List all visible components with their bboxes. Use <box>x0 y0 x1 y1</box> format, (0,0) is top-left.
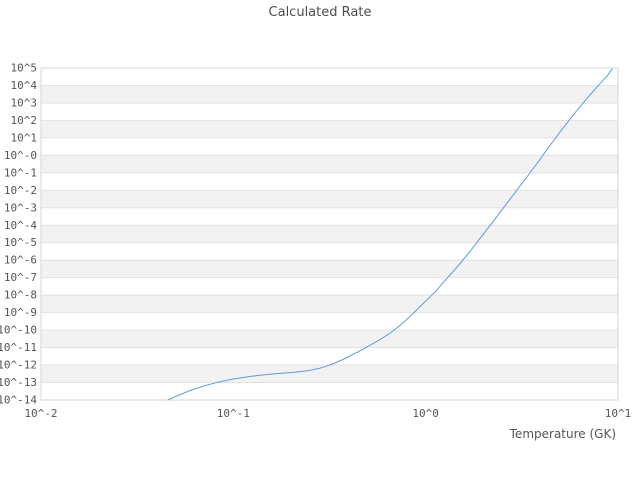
y-tick-label: 10^-2 <box>4 184 37 197</box>
y-tick-label: 10^-8 <box>4 289 37 302</box>
x-axis-title: Temperature (GK) <box>509 427 616 441</box>
y-tick-label: 10^-13 <box>0 376 37 389</box>
y-tick-label: 10^-0 <box>4 149 37 162</box>
y-tick-label: 10^5 <box>11 62 38 75</box>
decade-band <box>41 260 618 278</box>
decade-band <box>41 155 618 173</box>
y-tick-label: 10^-5 <box>4 236 37 249</box>
y-tick-label: 10^-14 <box>0 394 37 407</box>
y-tick-label: 10^-6 <box>4 254 37 267</box>
y-tick-label: 10^3 <box>11 96 38 109</box>
y-tick-label: 10^-7 <box>4 271 37 284</box>
x-tick-label: 10^0 <box>412 407 439 420</box>
x-tick-label: 10^-1 <box>217 407 250 420</box>
x-tick-label: 10^-2 <box>24 407 57 420</box>
y-tick-label: 10^-3 <box>4 201 37 214</box>
decade-band <box>41 120 618 138</box>
background-bands <box>41 85 618 383</box>
decade-band <box>41 85 618 103</box>
decade-band <box>41 295 618 313</box>
y-tick-label: 10^-12 <box>0 359 37 372</box>
y-tick-label: 10^-9 <box>4 306 37 319</box>
y-tick-label: 10^-10 <box>0 324 37 337</box>
y-axis-tick-labels: 10^5 10^4 10^3 10^2 10^1 10^-0 10^-1 10^-2 10^-3… <box>0 62 37 407</box>
y-tick-label: 10^4 <box>11 79 38 92</box>
plot-border <box>40 67 619 401</box>
x-axis-tick-labels: 10^-2 10^-1 10^0 10^1 <box>24 407 631 420</box>
decade-band <box>41 190 618 208</box>
y-tick-label: 10^-4 <box>4 219 37 232</box>
rate-line <box>167 68 613 401</box>
y-tick-label: 10^-11 <box>0 341 37 354</box>
y-tick-label: 10^-1 <box>4 166 37 179</box>
x-tick-label: 10^1 <box>605 407 632 420</box>
decade-band <box>41 365 618 383</box>
y-tick-label: 10^1 <box>11 131 38 144</box>
y-tick-label: 10^2 <box>11 114 38 127</box>
chart-title: Calculated Rate <box>269 5 372 20</box>
decade-band <box>41 225 618 243</box>
decade-band <box>41 330 618 348</box>
data-series <box>167 68 613 401</box>
gridlines <box>41 67 618 401</box>
